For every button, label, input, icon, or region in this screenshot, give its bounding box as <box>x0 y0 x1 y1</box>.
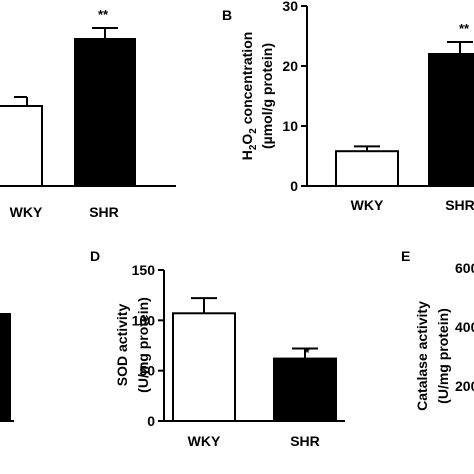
panel-b-ylabel-unit: (µmol/g protein) <box>259 43 275 149</box>
panel-c-bar-visible <box>0 313 11 421</box>
panel-c <box>0 313 14 422</box>
panel-b-bar <box>335 150 399 187</box>
panel-b-significance: ** <box>459 21 470 36</box>
panel-a-bar-shr <box>74 38 136 187</box>
panel-b-ytick-label: 30 <box>282 0 298 14</box>
panel-e-letter: E <box>401 248 410 264</box>
panel-d-bar <box>273 357 337 423</box>
panel-d-ytick-label: 150 <box>132 262 156 278</box>
panel-b-ylabel-o: O <box>239 134 255 145</box>
panel-e-ylabel: Catalase activity <box>414 301 430 411</box>
panel-b-ytick-label: 10 <box>282 118 298 134</box>
panel-b-ylabel: H2O2 concentration <box>239 32 259 161</box>
panel-a-significance: ** <box>98 7 109 22</box>
panel-d-tick-wky: WKY <box>188 433 221 449</box>
panel-b-ylabel-h: H <box>239 150 255 160</box>
panel-e-ytick-label: 200 <box>455 378 474 394</box>
panel-b-y-ticks: 0 10 20 30 <box>282 0 307 194</box>
panel-d-ylabel: SOD activity <box>114 304 130 387</box>
panel-b-ytick-label: 0 <box>290 178 298 194</box>
panel-b-ylabel-rest: concentration <box>239 32 255 128</box>
panel-e-ytick-label: 400 <box>455 319 474 335</box>
panel-d-bar <box>172 312 236 422</box>
panel-a: ** WKY SHR <box>0 7 176 220</box>
panel-e-ytick-label: 600 <box>455 260 474 276</box>
panel-b-letter: B <box>222 7 232 23</box>
panel-d-y-ticks: 0 50 100 150 <box>132 262 164 429</box>
panel-e: E 200 400 600 Catalase activity (U/mg prot… <box>401 248 474 411</box>
panel-d-ytick-label: 100 <box>132 312 156 328</box>
panel-b-tick-shr: SHR <box>445 197 474 213</box>
panel-b-ylabel-sub1: 2 <box>248 144 259 150</box>
panel-d-ylabel-unit: (U/mg protein) <box>135 297 151 393</box>
panel-d-significance: * <box>304 345 310 360</box>
panel-d-ytick-label: 0 <box>147 413 155 429</box>
panel-d-tick-shr: SHR <box>290 433 320 449</box>
panel-b-bar <box>428 53 474 187</box>
panel-e-ylabel-unit: (U/mg protein) <box>435 308 451 404</box>
panel-b-ytick-label: 20 <box>282 58 298 74</box>
panel-b-tick-wky: WKY <box>351 197 384 213</box>
panel-d-ytick-label: 50 <box>139 363 155 379</box>
panel-d-bars <box>172 297 337 423</box>
panel-a-tick-shr: SHR <box>89 204 119 220</box>
panel-b-ylabel-sub2: 2 <box>248 128 259 134</box>
panel-e-y-ticks: 200 400 600 <box>455 260 474 394</box>
panel-b-bars <box>335 41 474 187</box>
panel-a-bar-wky <box>0 105 43 187</box>
panel-d-letter: D <box>90 248 100 264</box>
panel-a-tick-wky: WKY <box>10 204 43 220</box>
